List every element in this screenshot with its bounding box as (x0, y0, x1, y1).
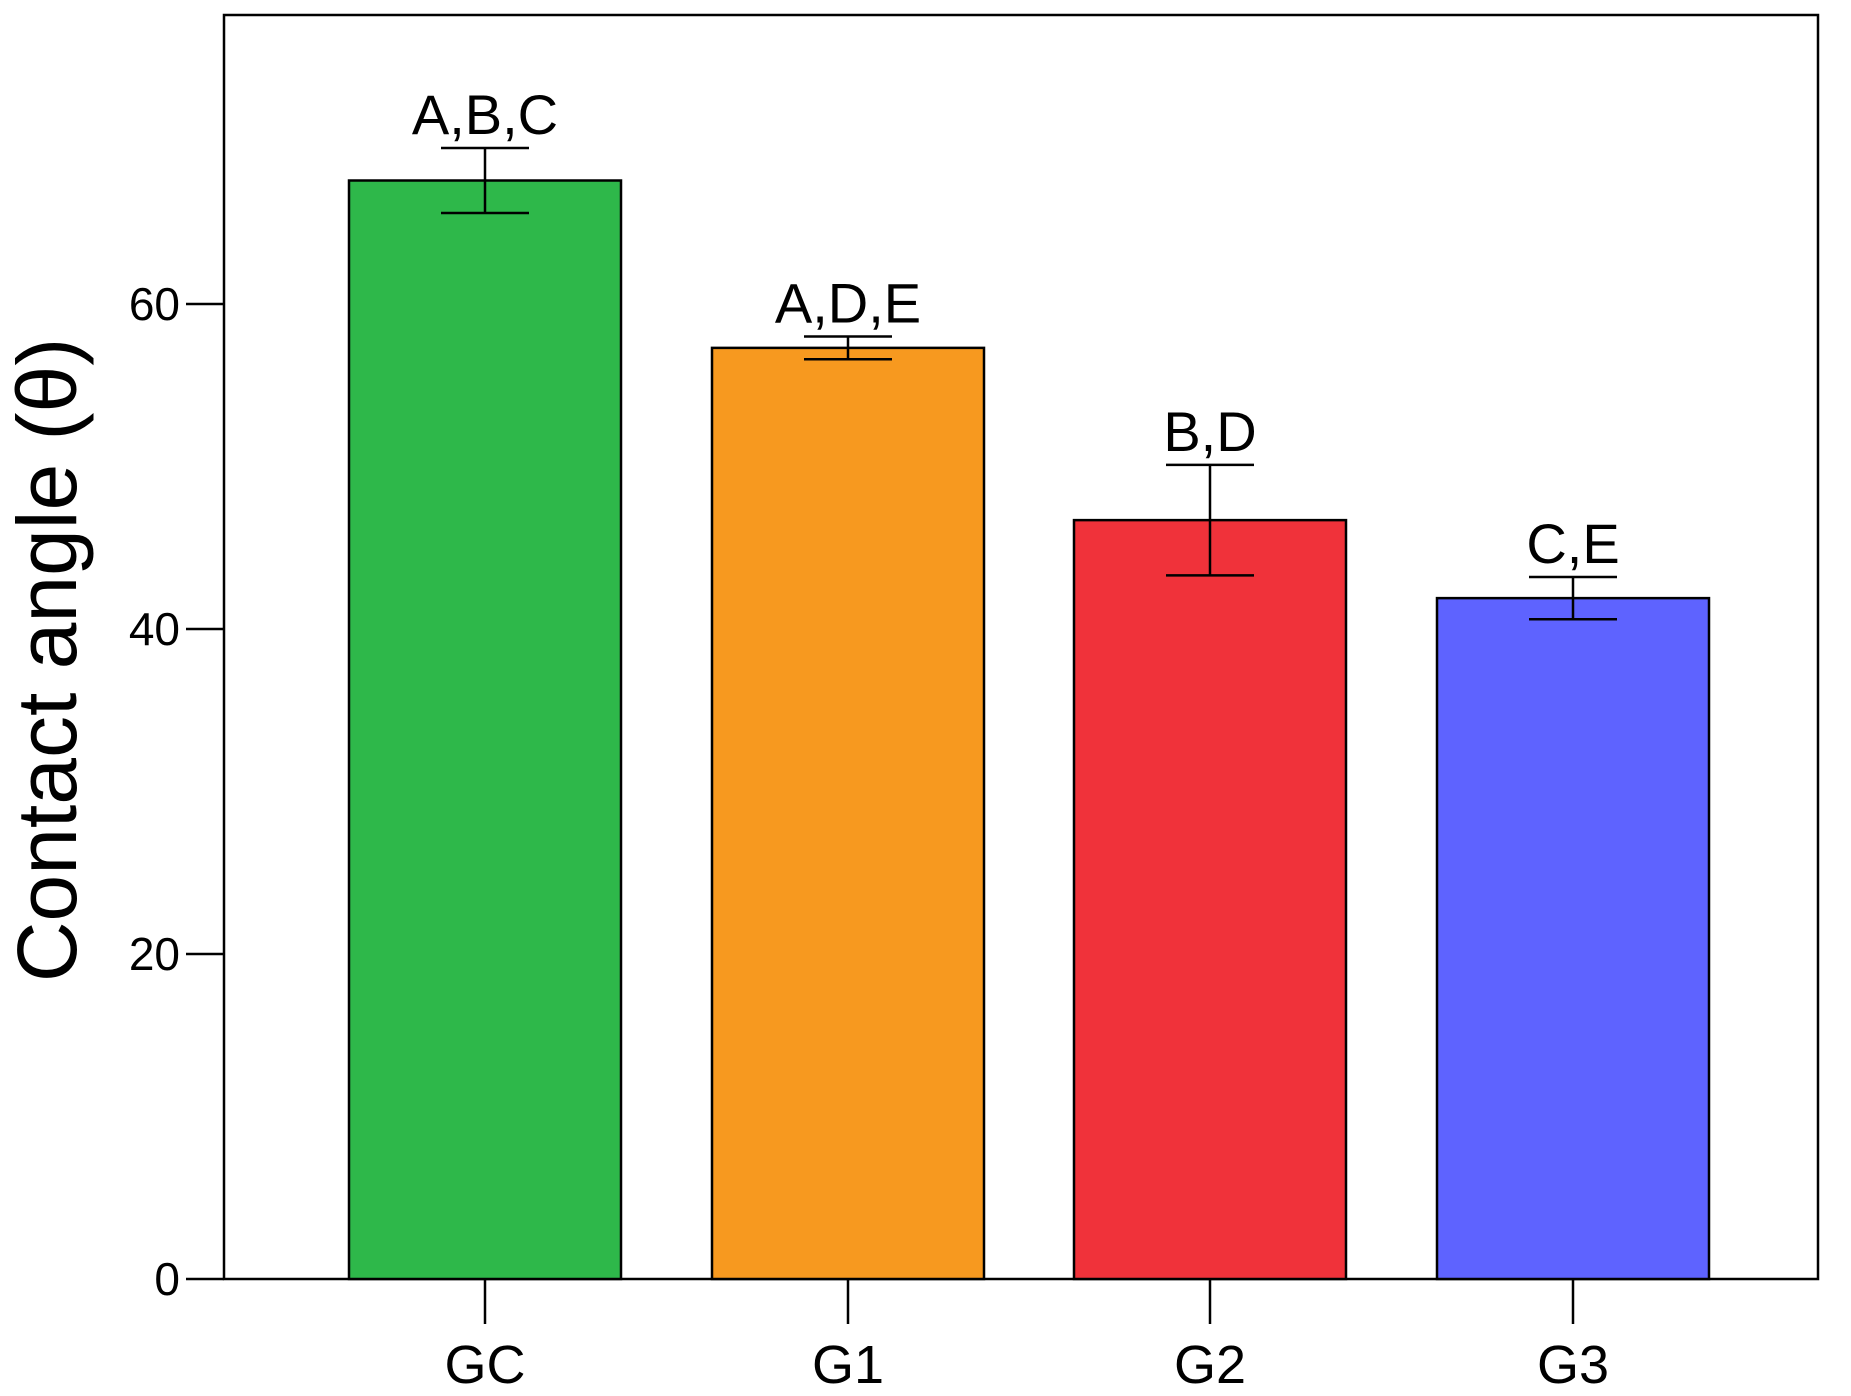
bars (347, 179, 1711, 1281)
bar-gc (347, 179, 623, 1281)
y-tick-label: 0 (154, 1253, 180, 1305)
y-axis-title: Contact angle (θ) (0, 338, 94, 982)
significance-label: B,D (1163, 400, 1256, 463)
x-tick-label: G1 (812, 1335, 884, 1395)
bar-g1 (710, 346, 986, 1281)
x-tick-label: GC (445, 1335, 526, 1395)
error-bars (441, 146, 1617, 621)
bar-g2 (1072, 518, 1348, 1281)
y-axis: 0 20 40 60 (129, 278, 224, 1305)
x-axis: GC G1 G2 G3 (445, 1279, 1609, 1395)
y-tick-label: 60 (129, 278, 180, 330)
significance-label: C,E (1526, 512, 1619, 575)
significance-label: A,B,C (412, 83, 558, 146)
plot-frame (222, 13, 1820, 1281)
x-tick-label: G3 (1537, 1335, 1609, 1395)
y-tick-label: 40 (129, 603, 180, 655)
x-tick-label: G2 (1174, 1335, 1246, 1395)
y-tick-label: 20 (129, 928, 180, 980)
significance-label: A,D,E (775, 272, 921, 335)
bar-g3 (1435, 596, 1711, 1281)
significance-labels: A,B,C A,D,E B,D C,E (412, 83, 1620, 575)
